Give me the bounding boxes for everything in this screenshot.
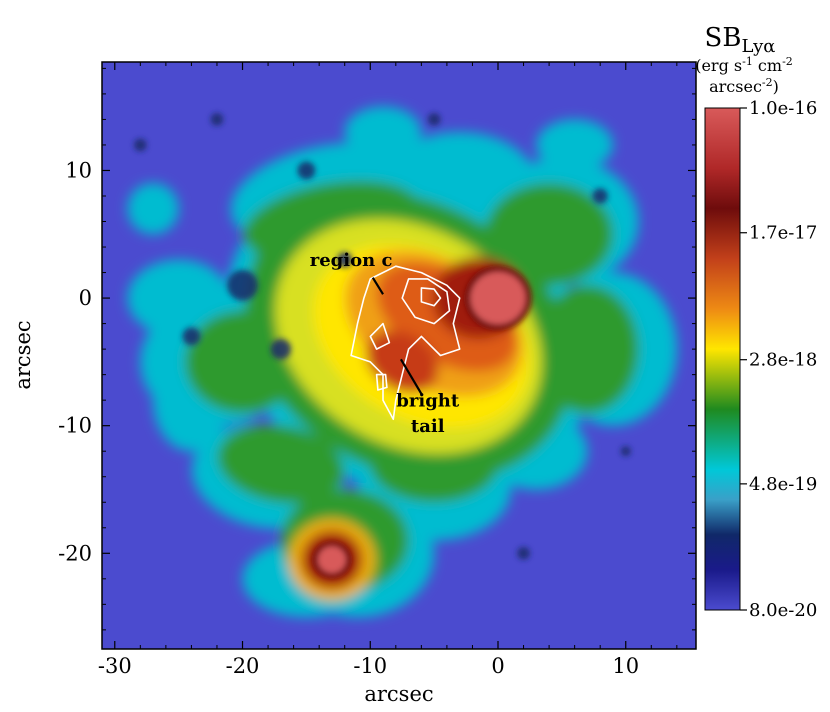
- x-axis-label: arcsec: [364, 682, 433, 706]
- halo-blob: [536, 119, 613, 171]
- colorbar-title-sub: Lyα: [741, 36, 775, 57]
- contour-line-3: [369, 322, 391, 350]
- annotations: region c bright tail: [310, 250, 460, 437]
- noise-speckle: [620, 446, 631, 457]
- units-exp3: -2: [762, 76, 773, 89]
- y-axis-label: arcsec: [11, 320, 35, 389]
- y-tick-label: 10: [65, 158, 92, 182]
- noise-speckle: [227, 270, 258, 301]
- contour-line-1: [401, 278, 451, 325]
- units-arcsec: arcsec: [709, 77, 762, 96]
- axis-ticks: -30 -20 -10 0 10 10 0 -10 -20: [58, 62, 696, 678]
- green-blob: [185, 310, 300, 413]
- x-tick-label: -30: [98, 654, 132, 678]
- colorbar-units-line2: arcsec-2): [709, 76, 779, 96]
- contour-line-2: [420, 287, 442, 307]
- x-tick-label: -20: [226, 654, 260, 678]
- units-erg: (erg s: [695, 56, 742, 75]
- bright-tail-pointer: [399, 358, 423, 395]
- annotation-bright: bright: [396, 391, 460, 412]
- colorbar-tick-label: 2.8e-18: [749, 350, 817, 371]
- noise-speckle: [592, 188, 608, 204]
- noise-speckle: [133, 138, 147, 152]
- plot-frame: [101, 61, 697, 650]
- source-core: [470, 271, 526, 325]
- contour-line-4: [375, 373, 388, 391]
- colorbar-units-line1: (erg s-1 cm-2: [695, 55, 793, 75]
- contour-line-0: [350, 265, 461, 421]
- x-tick-label: 0: [491, 654, 504, 678]
- noise-speckle: [297, 161, 316, 180]
- source-cores: [133, 113, 631, 578]
- colorbar-title: SBLyα: [705, 23, 776, 57]
- units-exp1: -1: [742, 55, 753, 68]
- colorbar-title-main: SB: [705, 23, 742, 53]
- halo-blob: [127, 183, 179, 235]
- noise-speckle: [517, 546, 530, 560]
- y-tick-label: -10: [58, 414, 92, 438]
- source-core: [317, 546, 346, 574]
- colorbar-tick-label: 4.8e-19: [749, 474, 817, 495]
- noise-speckle: [210, 113, 224, 126]
- x-tick-label: -10: [353, 654, 387, 678]
- green-blob: [217, 424, 345, 504]
- noise-speckle: [427, 113, 441, 126]
- y-tick-label: 0: [79, 286, 92, 310]
- annotation-region-c: region c: [310, 250, 393, 271]
- region-c-pointer: [371, 277, 384, 295]
- halo-blob: [344, 106, 422, 158]
- units-exp2: -2: [782, 55, 793, 68]
- colorbar-tick-label: 1.7e-17: [749, 223, 817, 244]
- units-close: ): [773, 77, 779, 96]
- contour-lines: [350, 265, 461, 421]
- y-tick-label: -20: [58, 541, 92, 565]
- x-tick-label: 10: [612, 654, 639, 678]
- noise-speckle: [270, 338, 292, 360]
- colorbar-tick-label: 8.0e-20: [749, 600, 817, 621]
- green-blob: [485, 183, 613, 286]
- annotation-tail: tail: [411, 416, 445, 437]
- units-cm: cm: [753, 56, 782, 75]
- noise-speckle: [182, 327, 201, 346]
- colorbar: [704, 107, 741, 611]
- halo-blob: [127, 259, 230, 337]
- colorbar-tick-label: 1.0e-16: [749, 98, 817, 119]
- noise-speckle: [337, 252, 353, 268]
- colorbar-ticks: 1.0e-16 1.7e-17 2.8e-18 4.8e-19 8.0e-20: [740, 98, 817, 621]
- green-blob: [536, 285, 639, 413]
